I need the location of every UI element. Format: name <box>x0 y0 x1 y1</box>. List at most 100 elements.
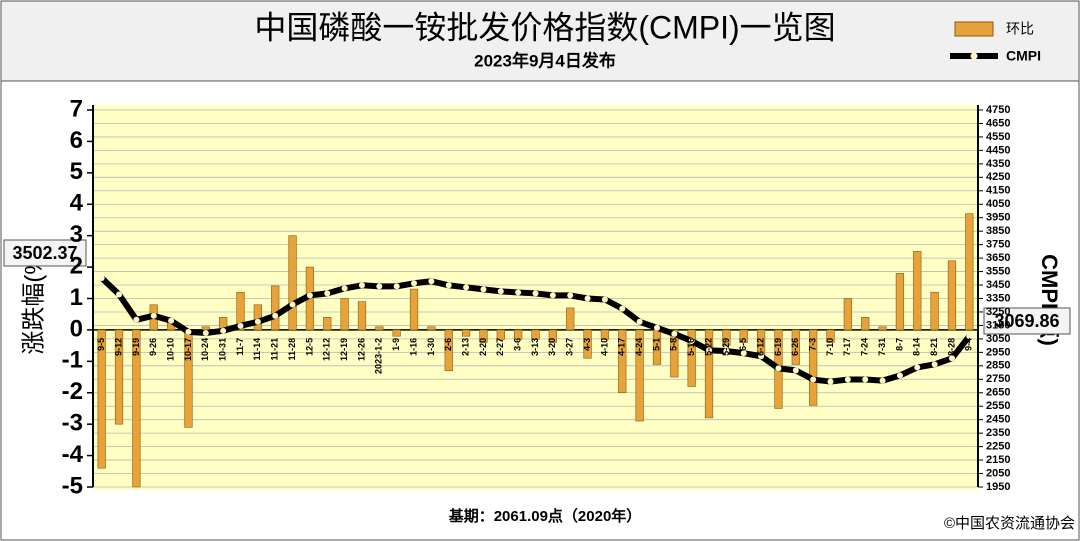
point <box>376 283 383 290</box>
point <box>133 316 140 323</box>
y2-tick-label: 2650 <box>986 387 1010 399</box>
x-tick-label: 11-21 <box>270 338 280 361</box>
bar <box>97 329 106 469</box>
point <box>116 291 123 298</box>
bar <box>687 329 696 387</box>
x-tick-label: 9-5 <box>96 338 106 351</box>
point <box>463 284 470 291</box>
point <box>896 372 903 379</box>
x-tick-label: 12-12 <box>322 338 332 361</box>
y2-tick-label: 3950 <box>986 212 1010 224</box>
point <box>168 317 175 324</box>
x-tick-label: 11-28 <box>287 338 297 361</box>
point <box>220 327 227 334</box>
point <box>827 378 834 385</box>
bar <box>357 301 367 331</box>
point <box>636 318 643 325</box>
x-tick-label: 9-12 <box>113 338 123 356</box>
point <box>619 305 626 312</box>
x-tick-label: 8-21 <box>929 338 939 356</box>
y2-tick-label: 4450 <box>986 144 1010 156</box>
header-band <box>0 0 1080 82</box>
x-tick-label: 12-5 <box>304 338 314 356</box>
legend-label: 环比 <box>1006 21 1034 37</box>
point <box>584 295 591 302</box>
x-tick-label: 10-24 <box>200 338 210 361</box>
y2-tick-label: 2150 <box>986 454 1010 466</box>
y2-tick-label: 2450 <box>986 414 1010 426</box>
y2-tick-label: 3550 <box>986 265 1010 277</box>
x-tick-label: 8-14 <box>912 338 922 356</box>
annotation-box <box>983 307 1071 335</box>
y-tick-label: 3 <box>70 221 83 248</box>
x-tick-label: 6-19 <box>773 338 783 356</box>
x-tick-label: 6-5 <box>738 338 748 351</box>
point <box>254 318 261 325</box>
point <box>98 274 105 281</box>
point <box>914 364 921 371</box>
footnote: 基期：2061.09点（2020年） <box>448 507 642 525</box>
legend-label: CMPI <box>1006 48 1041 64</box>
y2-tick-label: 2750 <box>986 373 1010 385</box>
point <box>411 280 418 287</box>
point <box>671 330 678 337</box>
point <box>306 292 313 299</box>
point <box>567 292 574 299</box>
y2-tick-label: 3450 <box>986 279 1010 291</box>
point <box>810 376 817 383</box>
grid <box>87 105 983 488</box>
bar <box>444 329 453 372</box>
bar <box>531 329 540 340</box>
y-tick-label: -2 <box>62 378 83 405</box>
x-tick-label: 10-10 <box>165 338 175 361</box>
x-tick-label: 9-4 <box>964 338 974 351</box>
point <box>272 312 279 319</box>
y-tick-label: 0 <box>70 315 83 342</box>
y-tick-label: -4 <box>62 441 84 468</box>
point <box>688 338 695 345</box>
x-tick-label: 6-12 <box>755 338 765 356</box>
point <box>150 312 157 319</box>
x-tick-label: 4-3 <box>582 338 592 351</box>
point <box>966 333 973 340</box>
x-tick-label: 3-13 <box>530 338 540 356</box>
x-tick-label: 11-14 <box>252 338 262 361</box>
bar <box>809 329 818 406</box>
x-tick-label: 9-26 <box>148 338 158 356</box>
bar <box>392 329 401 337</box>
y2-tick-label: 2950 <box>986 346 1010 358</box>
point <box>358 282 365 289</box>
bar <box>409 288 419 331</box>
marks <box>97 213 974 488</box>
bar <box>843 298 852 331</box>
y2-tick-label: 4650 <box>986 117 1010 129</box>
bar <box>114 329 124 425</box>
bar <box>704 329 714 419</box>
y2-tick-label: 3650 <box>986 252 1010 264</box>
x-tick-label: 2-27 <box>495 338 505 356</box>
bar <box>340 298 349 331</box>
bar <box>514 329 523 340</box>
y-tick-label: 2 <box>70 252 83 279</box>
bar <box>791 329 800 365</box>
point <box>445 282 452 289</box>
point <box>549 292 556 299</box>
x-tick-label: 3-6 <box>513 338 523 351</box>
x-tick-label: 4-17 <box>617 338 627 356</box>
bar <box>722 329 731 346</box>
point <box>289 301 296 308</box>
point <box>948 355 955 362</box>
bar <box>288 235 297 331</box>
x-tick-label: 5-29 <box>721 338 731 356</box>
y-tick-label: 7 <box>70 95 83 122</box>
annotation-box <box>3 239 87 267</box>
bar <box>618 329 627 394</box>
y2-tick-label: 3350 <box>986 292 1010 304</box>
point <box>844 376 851 383</box>
bar <box>895 273 905 331</box>
x-tick-label: 7-3 <box>808 338 818 351</box>
x-tick-label: 2-6 <box>443 338 453 351</box>
y2-tick-label: 4550 <box>986 131 1010 143</box>
bar <box>739 329 748 343</box>
bar <box>201 326 210 331</box>
